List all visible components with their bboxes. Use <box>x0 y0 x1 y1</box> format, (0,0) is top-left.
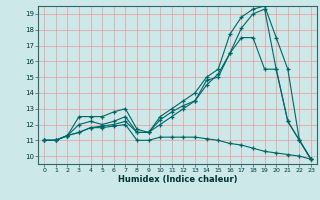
X-axis label: Humidex (Indice chaleur): Humidex (Indice chaleur) <box>118 175 237 184</box>
